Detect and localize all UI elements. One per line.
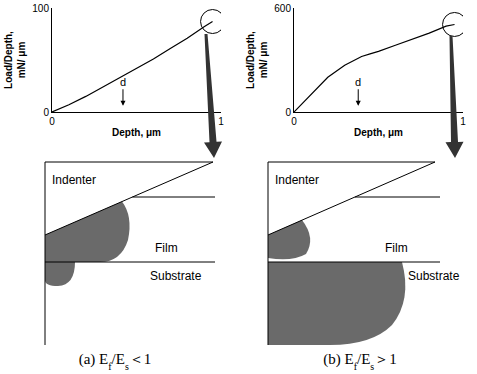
svg-text:0: 0 (49, 116, 55, 127)
svg-text:1: 1 (218, 116, 224, 127)
svg-text:0: 0 (285, 107, 291, 118)
svg-text:Depth, μm: Depth, μm (112, 127, 161, 138)
svg-text:600: 600 (274, 3, 291, 14)
svg-text:Substrate: Substrate (150, 269, 202, 283)
svg-text:0: 0 (43, 107, 49, 118)
svg-text:d: d (355, 76, 361, 88)
svg-text:Indenter: Indenter (52, 173, 96, 187)
svg-text:Indenter: Indenter (275, 173, 319, 187)
svg-text:(b) Ef/Es＞1: (b) Ef/Es＞1 (323, 351, 397, 372)
svg-text:Depth, μm: Depth, μm (354, 127, 403, 138)
svg-text:Film: Film (385, 241, 408, 255)
svg-text:Load/Depth,mN/ μm: Load/Depth,mN/ μm (3, 31, 27, 89)
svg-text:1: 1 (460, 116, 466, 127)
svg-text:100: 100 (32, 3, 49, 14)
svg-text:Load/Depth,mN/ μm: Load/Depth,mN/ μm (245, 31, 269, 89)
svg-text:d: d (120, 76, 126, 88)
svg-text:Film: Film (155, 241, 178, 255)
svg-text:0: 0 (291, 116, 297, 127)
svg-text:Substrate: Substrate (408, 269, 460, 283)
svg-text:(a) Ef/Es＜1: (a) Ef/Es＜1 (79, 351, 152, 372)
